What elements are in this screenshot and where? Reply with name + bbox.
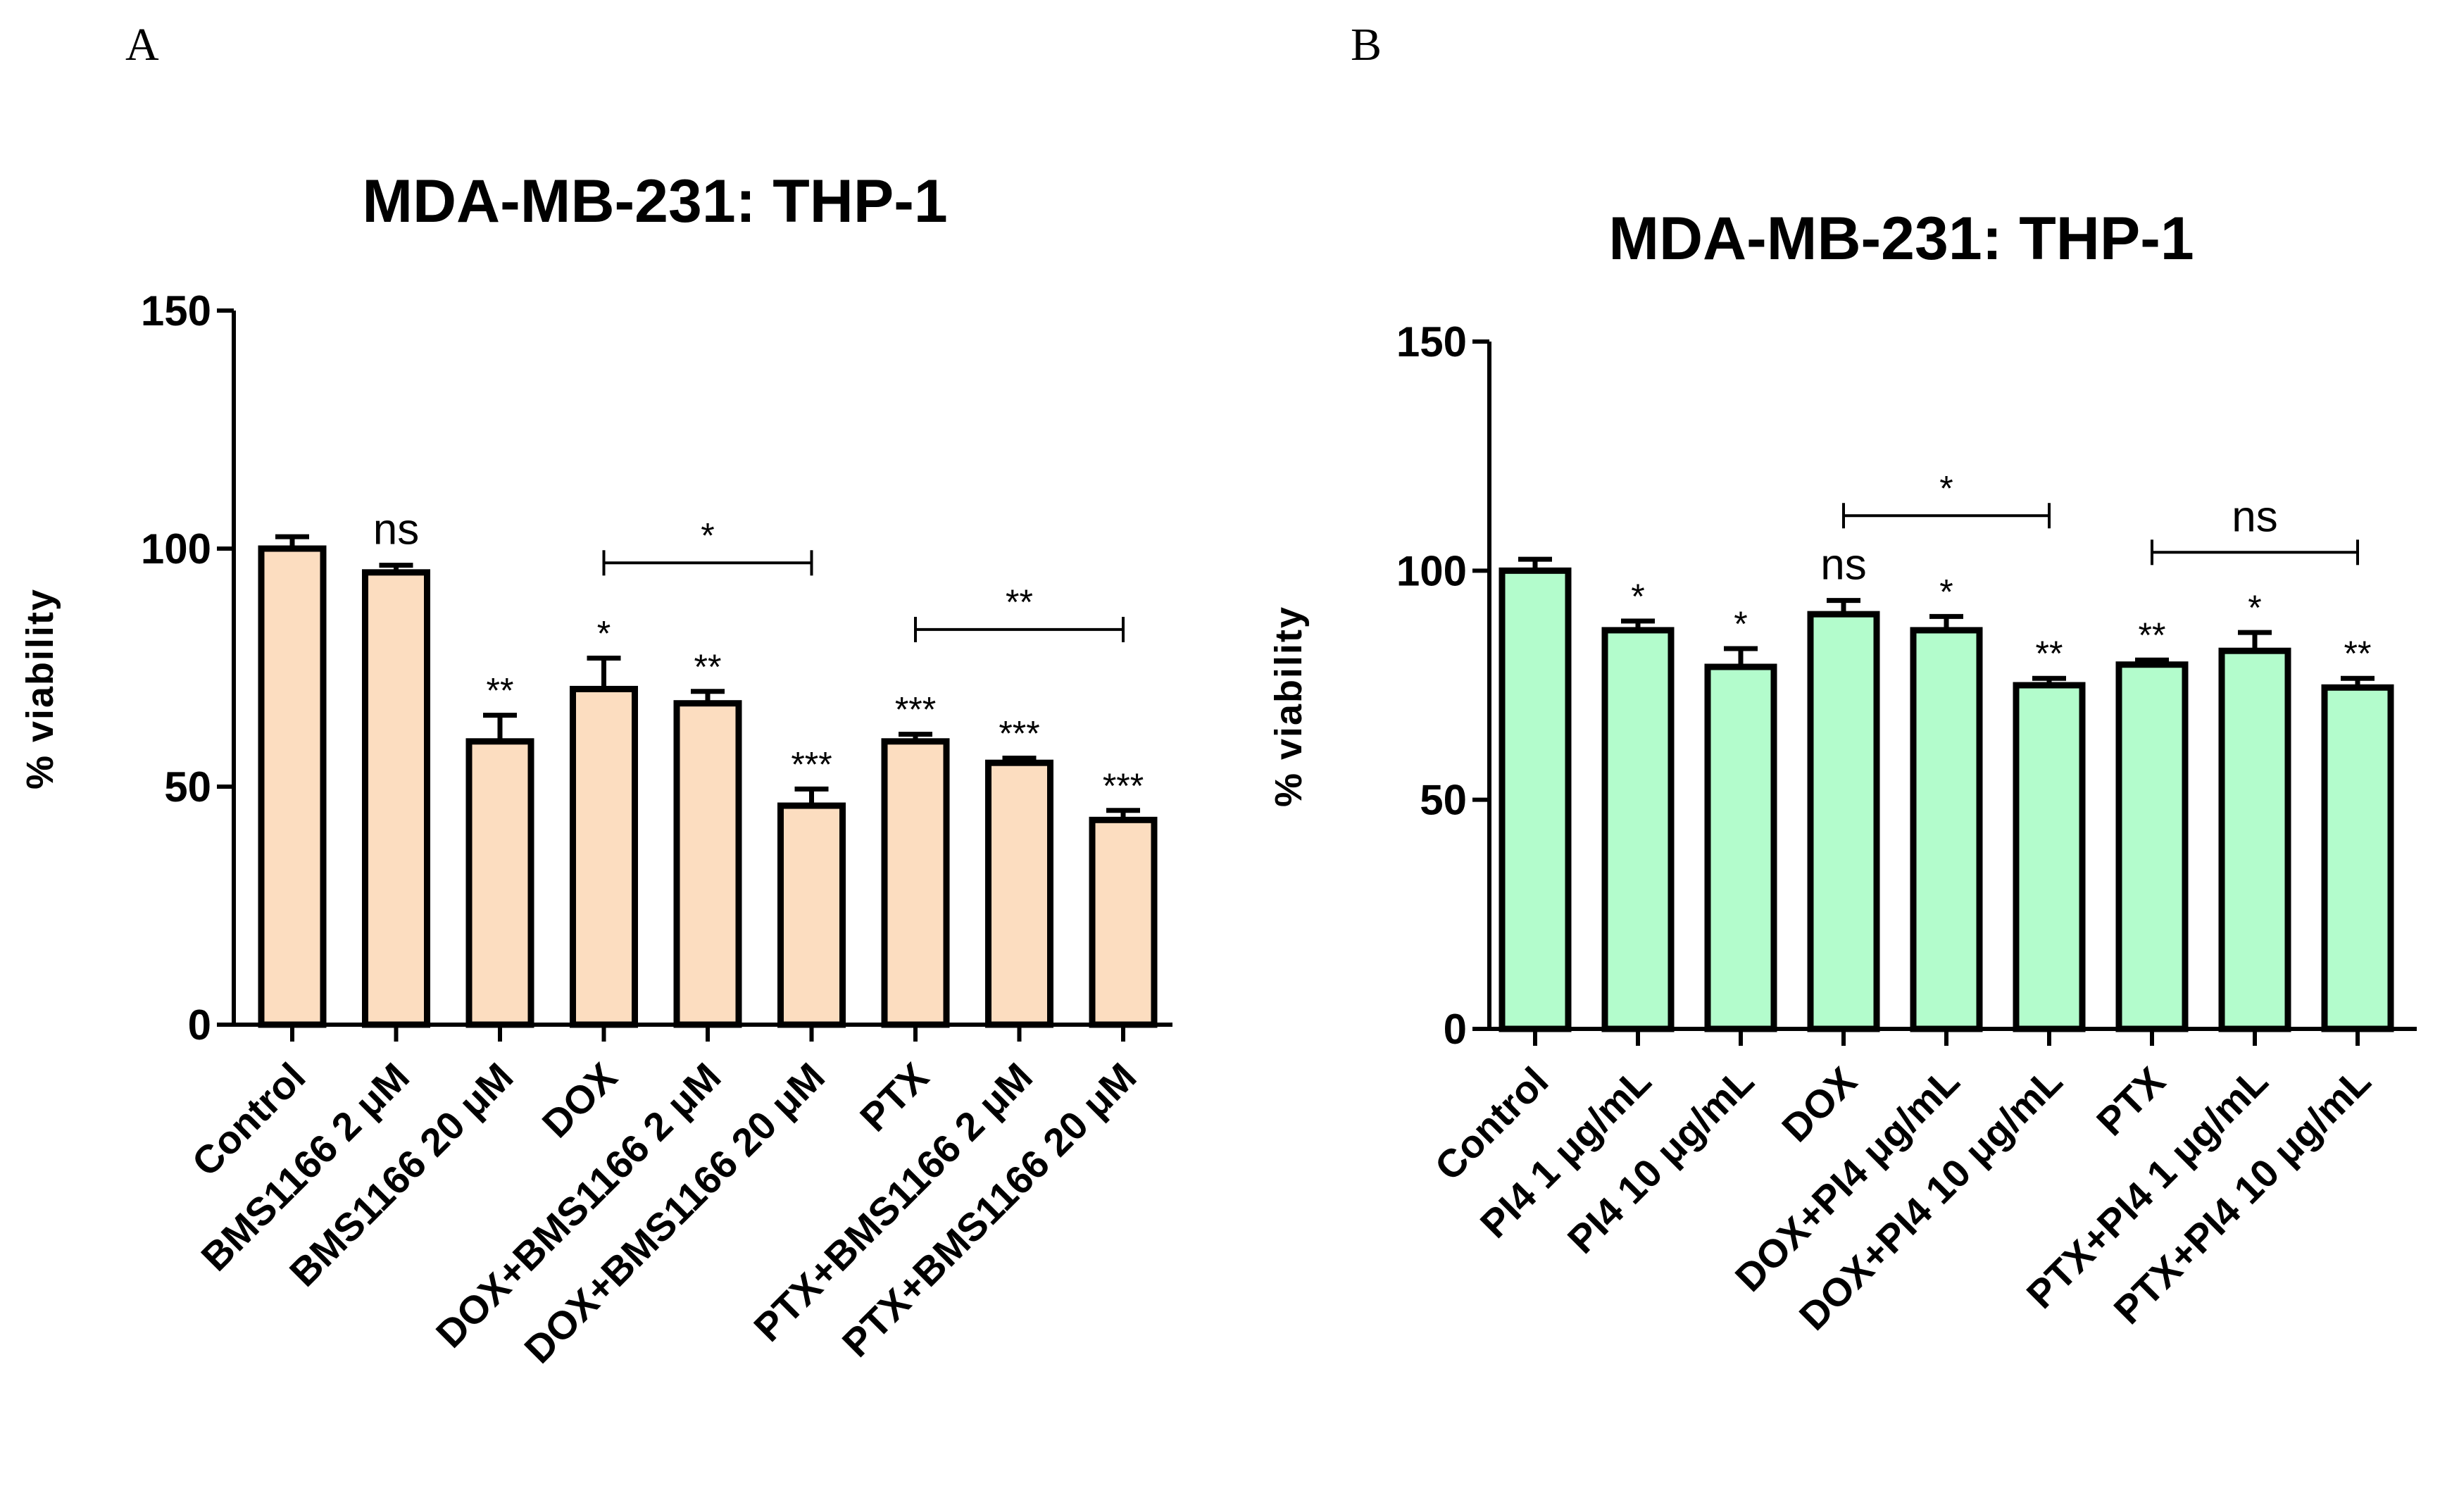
- bar: [1910, 627, 1983, 1032]
- significance-label: *: [1939, 572, 1953, 611]
- bar: [1601, 627, 1675, 1032]
- bar: [1807, 611, 1880, 1032]
- y-tick-label: 50: [164, 763, 211, 811]
- panel-letter-a: A: [125, 19, 159, 70]
- category-label: PTX: [851, 1054, 937, 1140]
- chart-b: MDA-MB-231: THP-1% viability050100150Con…: [1268, 205, 2417, 1339]
- significance-label: *: [1631, 577, 1644, 616]
- bracket-label: **: [1006, 582, 1033, 622]
- y-tick-label: 100: [1396, 547, 1467, 594]
- significance-label: *: [2248, 588, 2261, 627]
- y-axis-label: % viability: [19, 588, 61, 789]
- bar: [1499, 567, 1572, 1032]
- bar: [673, 700, 742, 1028]
- significance-label: ns: [373, 506, 419, 554]
- significance-label: **: [2139, 616, 2166, 655]
- significance-label: *: [1734, 604, 1747, 644]
- panel-letter-b: B: [1351, 19, 1382, 70]
- y-tick-label: 50: [1420, 777, 1467, 824]
- significance-label: ***: [1103, 766, 1144, 806]
- bracket-label: *: [701, 516, 714, 555]
- bar: [362, 569, 430, 1028]
- chart-title: MDA-MB-231: THP-1: [362, 168, 947, 235]
- bar: [985, 759, 1053, 1028]
- bracket-label: *: [1939, 468, 1953, 508]
- bar: [2013, 682, 2086, 1032]
- significance-label: ***: [791, 744, 832, 784]
- bar: [1704, 663, 1777, 1032]
- bar: [2321, 684, 2394, 1032]
- bar: [1089, 816, 1158, 1028]
- chart-title: MDA-MB-231: THP-1: [1608, 205, 2194, 273]
- bar: [465, 738, 534, 1028]
- bar: [258, 545, 327, 1028]
- bar: [570, 685, 638, 1028]
- significance-label: ***: [999, 713, 1039, 753]
- bar: [881, 738, 950, 1028]
- y-tick-label: 100: [141, 525, 211, 573]
- y-tick-label: 150: [141, 287, 211, 335]
- y-tick-label: 0: [188, 1001, 211, 1049]
- category-label: DOX: [534, 1054, 625, 1146]
- significance-label: **: [694, 647, 722, 687]
- significance-label: **: [487, 671, 514, 711]
- category-label: PTX: [2088, 1058, 2174, 1144]
- bar: [777, 802, 846, 1028]
- bracket-label: ns: [2232, 492, 2277, 541]
- y-tick-label: 0: [1444, 1006, 1467, 1053]
- bar: [2218, 647, 2291, 1032]
- significance-label: **: [2344, 634, 2372, 673]
- y-tick-label: 150: [1396, 318, 1467, 365]
- category-label: PI4 10 μg/mL: [1559, 1058, 1763, 1262]
- category-label: DOX: [1773, 1058, 1865, 1150]
- significance-label: **: [2036, 634, 2063, 673]
- bar: [2115, 661, 2189, 1032]
- y-axis-label: % viability: [1268, 606, 1310, 807]
- significance-label: *: [597, 613, 611, 653]
- significance-label: ns: [1820, 541, 1866, 589]
- chart-a: MDA-MB-231: THP-1% viability050100150Con…: [19, 168, 1172, 1372]
- significance-label: ***: [895, 690, 936, 730]
